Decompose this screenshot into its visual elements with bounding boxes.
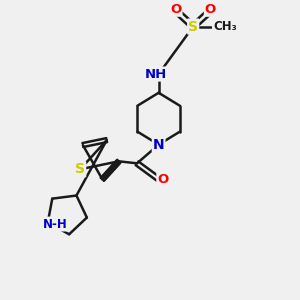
Text: S: S (188, 20, 198, 34)
Text: S: S (75, 162, 85, 176)
Text: N: N (153, 138, 164, 152)
Text: O: O (205, 3, 216, 16)
Text: O: O (170, 3, 182, 16)
Text: CH₃: CH₃ (213, 20, 237, 33)
Text: N-H: N-H (43, 218, 67, 230)
Text: NH: NH (145, 68, 167, 81)
Text: O: O (157, 173, 169, 186)
